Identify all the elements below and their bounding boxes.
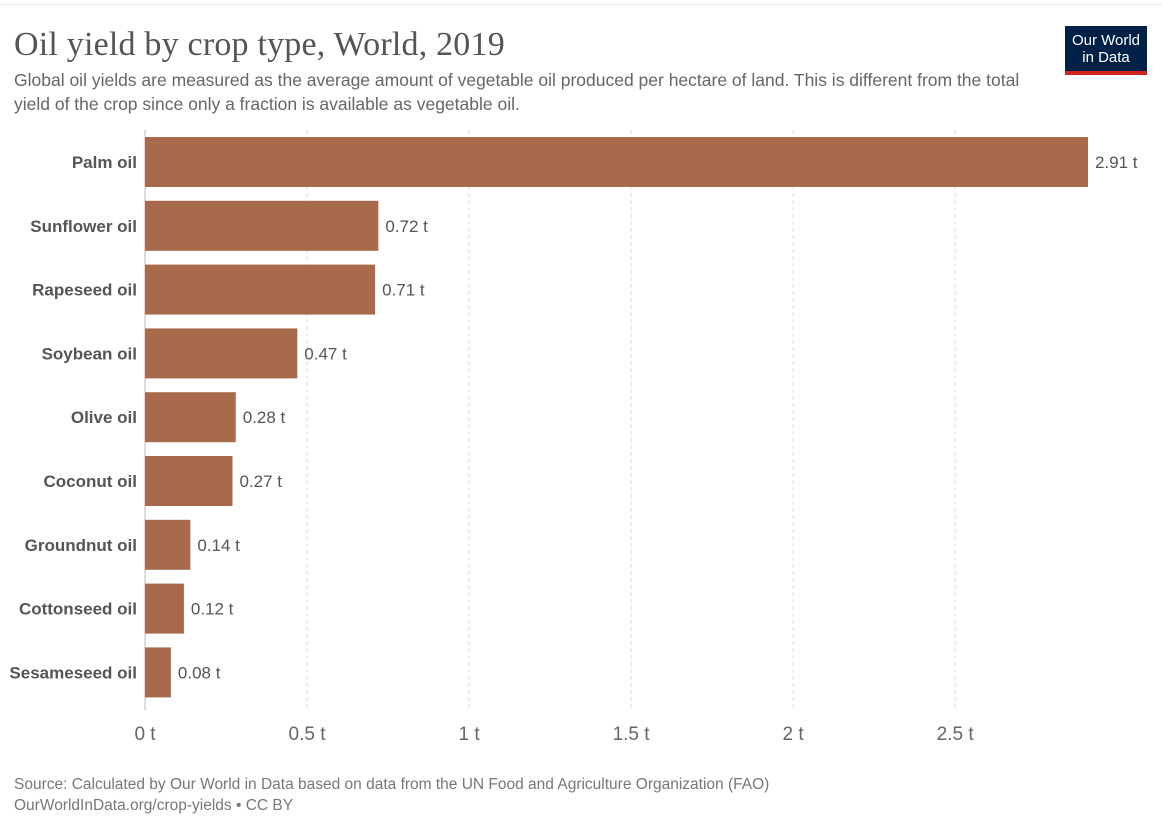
value-label: 0.12 t xyxy=(191,600,234,619)
bar xyxy=(145,328,298,379)
bar xyxy=(145,200,379,251)
bar xyxy=(145,264,376,315)
chart-subtitle: Global oil yields are measured as the av… xyxy=(14,70,1020,114)
x-tick-label: 1 t xyxy=(458,724,480,745)
chart-title: Oil yield by crop type, World, 2019 xyxy=(14,26,505,63)
value-label: 0.71 t xyxy=(382,281,425,300)
chart-footer: Source: Calculated by Our World in Data … xyxy=(14,774,769,816)
x-tick-label: 0 t xyxy=(134,724,156,745)
logo-line-2: in Data xyxy=(1082,49,1130,66)
category-label: Cottonseed oil xyxy=(19,600,137,619)
bar xyxy=(145,647,171,698)
value-label: 0.14 t xyxy=(197,536,240,555)
source-link[interactable]: OurWorldInData.org/crop-yields • CC BY xyxy=(14,797,294,814)
x-tick-label: 1.5 t xyxy=(613,724,651,745)
category-label: Sesameseed oil xyxy=(9,663,137,682)
category-label: Rapeseed oil xyxy=(32,281,137,300)
owid-logo[interactable]: Our World in Data xyxy=(1065,26,1147,75)
top-divider xyxy=(0,4,1162,5)
bar xyxy=(145,583,184,634)
value-label: 0.72 t xyxy=(385,217,428,236)
source-note: Source: Calculated by Our World in Data … xyxy=(14,776,770,793)
value-label: 0.08 t xyxy=(178,663,221,682)
bar xyxy=(145,456,233,506)
x-tick-label: 0.5 t xyxy=(289,724,327,745)
category-label: Groundnut oil xyxy=(25,536,137,555)
category-label: Soybean oil xyxy=(42,344,137,363)
bar xyxy=(145,519,191,570)
category-label: Coconut oil xyxy=(44,472,137,491)
bar xyxy=(145,392,236,443)
x-tick-label: 2 t xyxy=(783,724,805,745)
x-tick-label: 2.5 t xyxy=(937,724,975,745)
value-label: 0.27 t xyxy=(239,472,282,491)
category-label: Sunflower oil xyxy=(30,217,137,236)
bar xyxy=(145,137,1088,187)
value-label: 2.91 t xyxy=(1095,153,1138,172)
logo-line-1: Our World xyxy=(1071,32,1141,49)
value-label: 0.47 t xyxy=(304,344,347,363)
bar-chart: 0 t 0.5 t 1 t 1.5 t 2 t 2.5 t Palm oil 2.91 t Su… xyxy=(9,130,1138,745)
value-label: 0.28 t xyxy=(243,408,286,427)
category-label: Olive oil xyxy=(71,408,137,427)
category-label: Palm oil xyxy=(72,153,137,172)
